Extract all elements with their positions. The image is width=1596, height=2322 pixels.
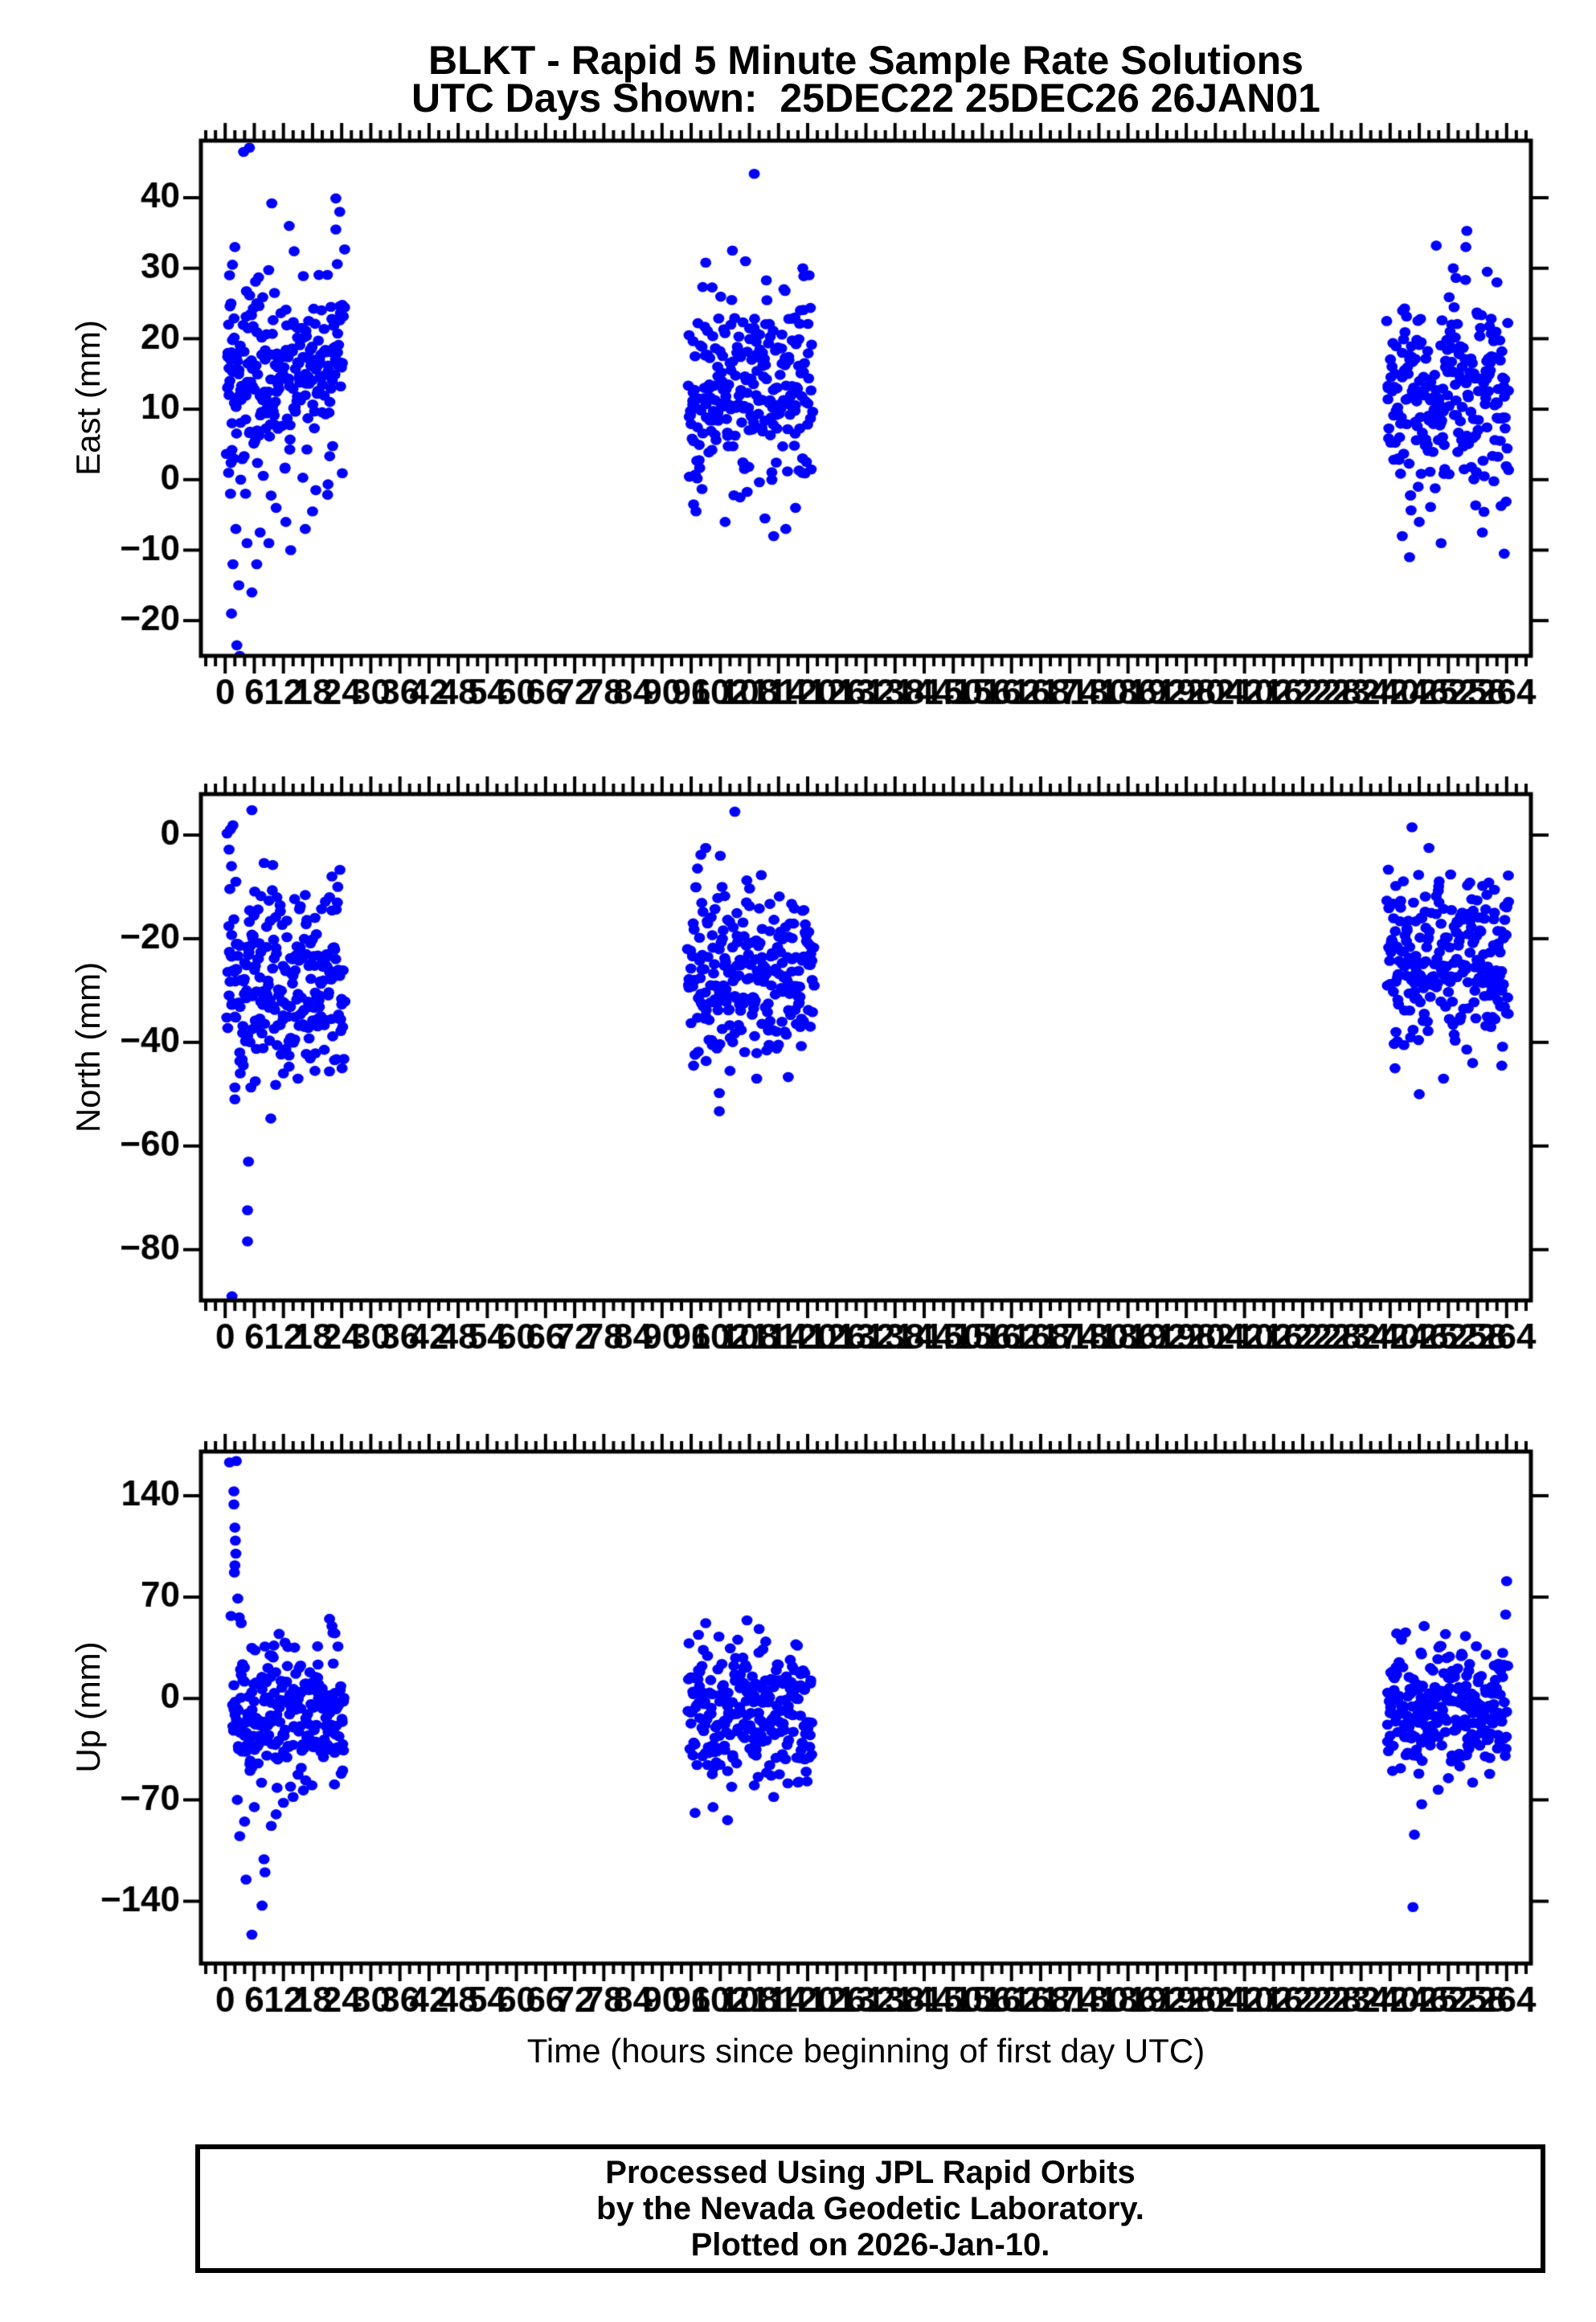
- east-axis-label: East (mm): [69, 320, 107, 476]
- figure-title-line1: BLKT - Rapid 5 Minute Sample Rate Soluti…: [428, 38, 1303, 83]
- north-axis-label: North (mm): [69, 961, 107, 1133]
- footer-box: Processed Using JPL Rapid Orbits by the …: [195, 2144, 1545, 2273]
- x-axis-title: Time (hours since beginning of first day…: [526, 2032, 1205, 2070]
- figure-title-line2: UTC Days Shown: 25DEC22 25DEC26 26JAN01: [411, 76, 1320, 121]
- footer-line1: Processed Using JPL Rapid Orbits: [605, 2154, 1136, 2190]
- footer-line2: by the Nevada Geodetic Laboratory.: [596, 2190, 1144, 2226]
- up-axis-label: Up (mm): [69, 1641, 107, 1773]
- footer-line3: Plotted on 2026-Jan-10.: [690, 2226, 1050, 2263]
